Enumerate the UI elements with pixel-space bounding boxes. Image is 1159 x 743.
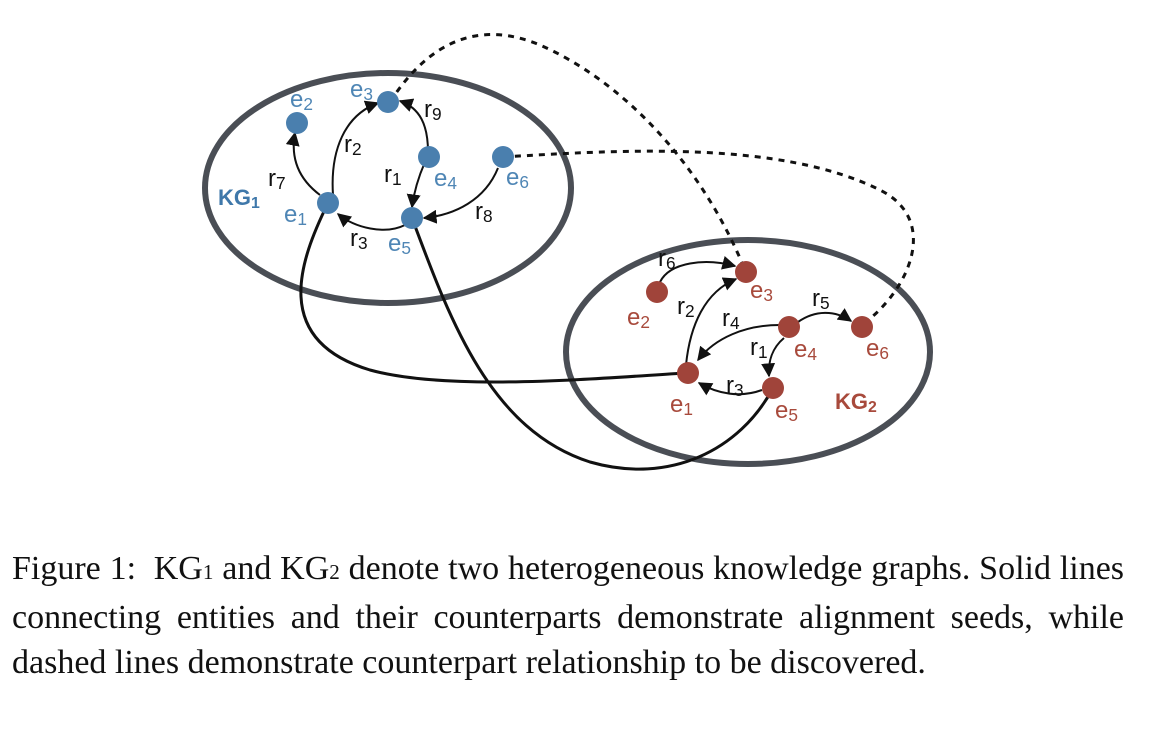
kg1-ellipse [202,70,574,306]
figure-caption: Figure 1: KG1 and KG2 denote two heterog… [12,546,1124,685]
kg2-entity-label-e6: e6 [866,335,889,363]
kg2-node-e6 [851,316,873,338]
kg1-node-e4 [418,146,440,168]
kg2-entity-label-e4: e4 [794,336,817,364]
kg2-node-e2 [646,281,668,303]
kg2-relation-label-r5: r5 [812,285,830,313]
kg1-entity-label-e4: e4 [434,165,457,193]
caption-label: Figure 1: [12,550,137,587]
kg2-relation-label-r1: r1 [750,334,768,362]
counterpart-line-e3 [388,33,747,271]
kg2-edge-r3 [697,382,763,396]
kg1-relation-label-r7: r7 [268,165,286,193]
kg2-edge-r4 [697,324,781,362]
kg1-entity-label-e3: e3 [350,76,373,104]
kg2-relation-label-r4: r4 [722,305,740,333]
kg1-relation-label-r9: r9 [424,96,442,124]
kg2-node-e3 [735,261,757,283]
caption-kg2: KG2 [280,550,340,587]
kg1-entity-label-e5: e5 [388,230,411,258]
kg1-edge-r9 [398,98,429,153]
kg1-node-e3 [377,91,399,113]
kg1-relation-label-r8: r8 [475,198,493,226]
kg2-relation-label-r2: r2 [677,293,695,321]
kg1-relation-label-r1: r1 [384,161,402,189]
kg2-edge-r5 [797,308,853,323]
kg2-entity-label-e2: e2 [627,304,650,332]
kg1-edge-r3 [336,213,406,231]
kg2-edge-r6 [659,255,737,283]
kg2-label: KG2 [835,389,877,416]
kg1-node-e6 [492,146,514,168]
kg1-edge-r1 [406,161,426,209]
kg1-entity-label-e1: e1 [284,201,307,229]
kg2-node-e1 [677,362,699,384]
kg1-edge-r8 [422,167,499,224]
kg1-node-e2 [286,112,308,134]
kg1-node-e1 [317,192,339,214]
kg2-edge-r2 [685,277,738,366]
caption-kg1: KG1 [153,550,214,587]
kg2-entity-label-e5: e5 [775,397,798,425]
kg1-edge-r7 [285,131,321,196]
kg1-edge-r2 [331,100,380,196]
caption-text: denote two heterogeneous knowledge graph… [12,550,1125,681]
kg2-ellipse [563,237,933,467]
kg2-edge-r1 [761,337,785,378]
kg1-entity-label-e6: e6 [506,164,529,192]
caption-and: and [222,550,272,587]
counterpart-line-e6 [502,149,915,327]
kg2-relation-label-r6: r6 [658,245,676,273]
kg2-relation-label-r3: r3 [726,372,744,400]
kg1-label: KG1 [218,185,260,212]
kg2-entity-label-e1: e1 [670,391,693,419]
kg2-entity-label-e3: e3 [750,277,773,305]
kg2-node-e5 [762,377,784,399]
seed-line-e1 [299,202,687,384]
kg1-relation-label-r3: r3 [350,225,368,253]
knowledge-graph-diagram: KG1 e1 e2 e3 e4 e5 e6 r7 r2 r9 r1 r3 r8 … [202,33,933,471]
kg1-entity-label-e2: e2 [290,86,313,114]
seed-line-e5 [410,217,775,471]
kg2-node-e4 [778,316,800,338]
kg1-node-e5 [401,207,423,229]
kg1-relation-label-r2: r2 [344,131,362,159]
